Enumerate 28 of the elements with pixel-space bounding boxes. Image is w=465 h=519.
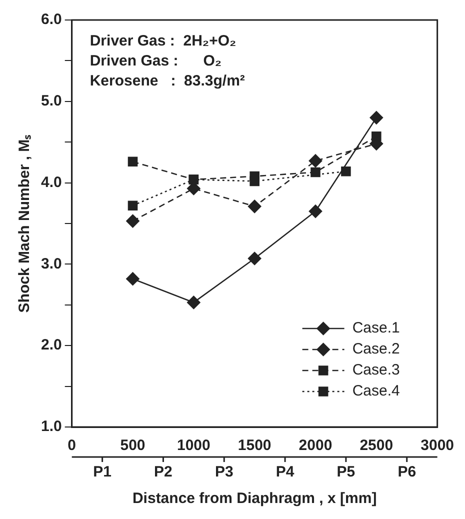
legend-label: Case.3 xyxy=(352,362,400,379)
text: P1 xyxy=(93,464,112,481)
y-tick-label: 3.0 xyxy=(40,255,62,272)
legend-label: Case.4 xyxy=(352,382,400,400)
text: P5 xyxy=(336,464,356,481)
x-tick-label: 2000 xyxy=(298,437,332,454)
x-tick-label: 0 xyxy=(68,437,76,454)
y-tick-label: 1.0 xyxy=(40,418,62,436)
x-tick-label: 2500 xyxy=(360,437,394,454)
text: P4 xyxy=(276,464,295,481)
annotation: Kerosene : 83.3g/m² xyxy=(90,72,245,90)
x-tick-label: 1000 xyxy=(176,437,210,454)
x-tick-label: 500 xyxy=(120,437,146,454)
text: P2 xyxy=(154,464,172,481)
legend-label: Case.2 xyxy=(352,340,400,358)
y-tick-label: 2.0 xyxy=(40,336,62,354)
y-tick-label: 4.0 xyxy=(40,174,62,191)
text: P6 xyxy=(398,464,416,481)
y-tick-label: 5.0 xyxy=(40,92,62,110)
y-axis-title: Shock Mach Number , Mₛ xyxy=(16,134,34,313)
x-axis-title: Distance from Diaphragm , x [mm] xyxy=(132,490,377,508)
x-tick-label: 3000 xyxy=(420,437,454,454)
annotation: Driver Gas : 2H₂+O₂ xyxy=(90,32,236,50)
annotation: Driven Gas : O₂ xyxy=(90,52,222,70)
text: P3 xyxy=(214,464,234,481)
legend-label: Case.1 xyxy=(352,320,400,337)
x-tick-label: 1500 xyxy=(238,437,272,454)
y-tick-label: 6.0 xyxy=(40,11,62,28)
